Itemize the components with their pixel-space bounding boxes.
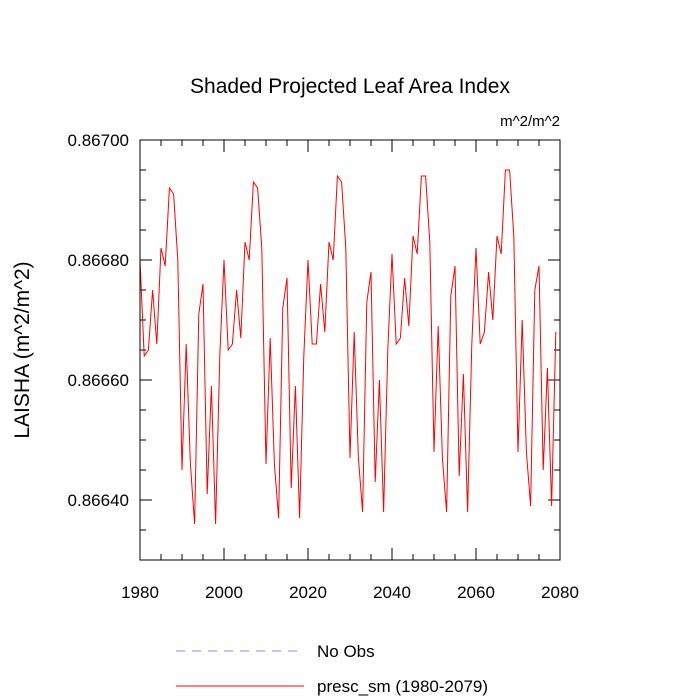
x-tick-label: 1980 bbox=[121, 583, 159, 602]
units-label: m^2/m^2 bbox=[500, 113, 560, 130]
x-tick-label: 2020 bbox=[289, 583, 327, 602]
x-tick-label: 2080 bbox=[541, 583, 579, 602]
series-layer bbox=[139, 169, 557, 525]
x-tick-label: 2040 bbox=[373, 583, 411, 602]
legend-label-presc-sm: presc_sm (1980-2079) bbox=[317, 677, 488, 696]
y-tick-label: 0.86680 bbox=[68, 251, 129, 270]
x-tick-label: 2060 bbox=[457, 583, 495, 602]
series-line-presc-sm bbox=[139, 169, 557, 525]
plot-frame bbox=[139, 139, 561, 561]
legend-label-no-obs: No Obs bbox=[317, 642, 375, 661]
y-tick-label: 0.86700 bbox=[68, 131, 129, 150]
tick-labels: 1980 2000 2020 2040 2060 2080 0.86640 0.86660 0.… bbox=[68, 131, 579, 602]
y-tick-label: 0.86660 bbox=[68, 371, 129, 390]
axis-ticks bbox=[139, 139, 561, 561]
legend: No Obs presc_sm (1980-2079) bbox=[176, 642, 488, 696]
chart-title: Shaded Projected Leaf Area Index bbox=[190, 75, 510, 98]
x-tick-label: 2000 bbox=[205, 583, 243, 602]
y-tick-label: 0.86640 bbox=[68, 491, 129, 510]
y-axis-label: LAISHA (m^2/m^2) bbox=[11, 261, 34, 438]
